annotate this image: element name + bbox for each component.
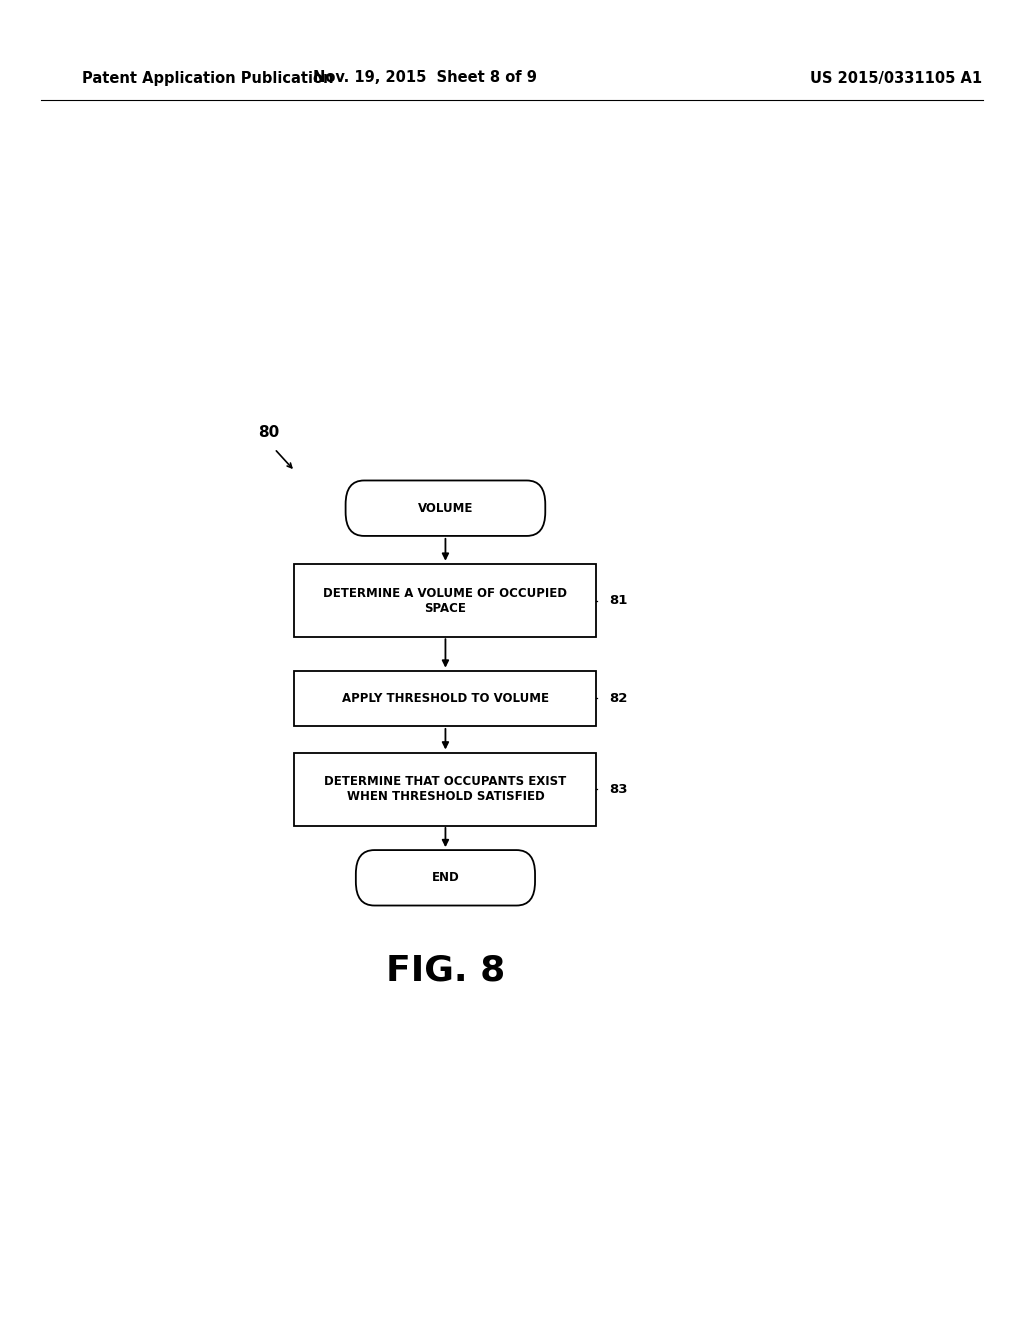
- FancyBboxPatch shape: [356, 850, 535, 906]
- Text: END: END: [431, 871, 460, 884]
- Text: Patent Application Publication: Patent Application Publication: [82, 70, 334, 86]
- Text: APPLY THRESHOLD TO VOLUME: APPLY THRESHOLD TO VOLUME: [342, 692, 549, 705]
- Text: 82: 82: [609, 692, 628, 705]
- Text: 81: 81: [609, 594, 628, 607]
- Text: FIG. 8: FIG. 8: [386, 953, 505, 987]
- Text: DETERMINE THAT OCCUPANTS EXIST
WHEN THRESHOLD SATISFIED: DETERMINE THAT OCCUPANTS EXIST WHEN THRE…: [325, 775, 566, 804]
- Bar: [295, 564, 596, 636]
- Text: Nov. 19, 2015  Sheet 8 of 9: Nov. 19, 2015 Sheet 8 of 9: [313, 70, 537, 86]
- FancyBboxPatch shape: [346, 480, 545, 536]
- Text: US 2015/0331105 A1: US 2015/0331105 A1: [810, 70, 982, 86]
- Text: DETERMINE A VOLUME OF OCCUPIED
SPACE: DETERMINE A VOLUME OF OCCUPIED SPACE: [324, 586, 567, 615]
- Bar: [295, 752, 596, 826]
- Text: 80: 80: [258, 425, 280, 441]
- Text: VOLUME: VOLUME: [418, 502, 473, 515]
- Bar: [295, 671, 596, 726]
- Text: 83: 83: [609, 783, 628, 796]
